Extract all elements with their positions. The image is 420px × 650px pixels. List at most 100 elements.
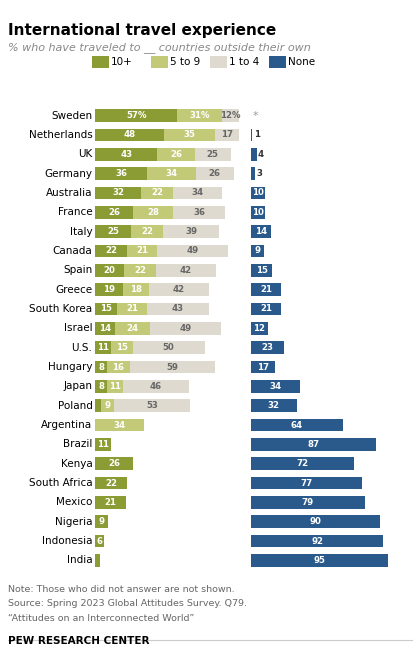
Bar [95, 438, 111, 450]
Text: Greece: Greece [55, 285, 92, 294]
Bar [149, 283, 209, 296]
Text: 36: 36 [115, 169, 127, 178]
Bar [95, 226, 131, 238]
Bar [95, 129, 164, 141]
Bar [251, 187, 265, 200]
Text: 11: 11 [97, 440, 109, 449]
Text: Poland: Poland [58, 400, 92, 411]
Bar [251, 341, 284, 354]
Text: Argentina: Argentina [41, 420, 92, 430]
Text: 15: 15 [256, 266, 268, 275]
Bar [107, 380, 123, 393]
Bar [251, 515, 381, 528]
Bar [150, 322, 220, 335]
Text: 26: 26 [170, 150, 182, 159]
Text: 43: 43 [120, 150, 132, 159]
Text: France: France [58, 207, 92, 217]
Text: U.S.: U.S. [71, 343, 92, 353]
Bar [95, 515, 108, 528]
Text: None: None [288, 57, 315, 67]
Bar [95, 535, 104, 547]
Text: Sweden: Sweden [51, 111, 92, 121]
Bar [95, 341, 111, 354]
Bar [95, 303, 117, 315]
Text: 36: 36 [193, 208, 205, 217]
Bar [95, 380, 107, 393]
Bar [194, 148, 231, 161]
Text: 12: 12 [253, 324, 265, 333]
Text: 1 to 4: 1 to 4 [229, 57, 259, 67]
Bar [251, 148, 257, 161]
Text: 15: 15 [100, 304, 112, 313]
Text: India: India [67, 555, 92, 566]
Bar [95, 458, 133, 470]
Text: 9: 9 [105, 401, 110, 410]
Text: 21: 21 [126, 304, 138, 313]
Text: Australia: Australia [46, 188, 92, 198]
Bar [95, 109, 177, 122]
Text: 77: 77 [300, 478, 312, 488]
Bar [95, 322, 116, 335]
Text: 9: 9 [254, 246, 260, 255]
Bar [157, 148, 194, 161]
Bar [251, 129, 252, 141]
Bar [251, 380, 300, 393]
Bar [147, 303, 209, 315]
Text: Indonesia: Indonesia [42, 536, 92, 546]
Text: 3: 3 [257, 169, 262, 178]
Bar [95, 244, 127, 257]
Text: International travel experience: International travel experience [8, 23, 277, 38]
Bar [116, 322, 150, 335]
Text: 8: 8 [98, 363, 104, 372]
Bar [95, 496, 126, 509]
Text: Brazil: Brazil [63, 439, 92, 449]
Bar [251, 226, 271, 238]
Bar [95, 283, 123, 296]
Bar [133, 206, 173, 218]
Text: 34: 34 [114, 421, 126, 430]
Text: 21: 21 [105, 498, 116, 507]
Bar [117, 303, 147, 315]
Text: 95: 95 [313, 556, 325, 565]
Bar [147, 167, 196, 180]
Text: 17: 17 [257, 363, 269, 372]
Text: 18: 18 [130, 285, 142, 294]
Text: 9: 9 [99, 517, 105, 526]
Text: 22: 22 [151, 188, 163, 198]
Bar [251, 496, 365, 509]
Bar [251, 264, 273, 277]
Text: 49: 49 [186, 246, 199, 255]
Text: Netherlands: Netherlands [29, 130, 92, 140]
Bar [251, 535, 383, 547]
Bar [95, 476, 127, 489]
Text: 87: 87 [307, 440, 320, 449]
Text: 35: 35 [184, 131, 196, 140]
Text: 10: 10 [252, 208, 264, 217]
Text: 34: 34 [165, 169, 178, 178]
Text: 22: 22 [141, 227, 153, 236]
Text: 43: 43 [172, 304, 184, 313]
Text: 28: 28 [147, 208, 159, 217]
Text: 26: 26 [108, 459, 120, 468]
Text: 11: 11 [97, 343, 109, 352]
Text: 42: 42 [173, 285, 185, 294]
Text: 22: 22 [105, 478, 117, 488]
Text: PEW RESEARCH CENTER: PEW RESEARCH CENTER [8, 636, 150, 645]
Text: 22: 22 [105, 246, 117, 255]
Text: 14: 14 [255, 227, 267, 236]
Bar [131, 226, 163, 238]
Bar [95, 187, 142, 200]
Text: 50: 50 [163, 343, 175, 352]
Bar [95, 399, 101, 412]
Text: Note: Those who did not answer are not shown.: Note: Those who did not answer are not s… [8, 585, 235, 594]
Text: 39: 39 [185, 227, 197, 236]
Text: Kenya: Kenya [60, 459, 92, 469]
Text: Japan: Japan [63, 382, 92, 391]
Text: 21: 21 [260, 285, 272, 294]
Text: 21: 21 [260, 304, 272, 313]
Text: Canada: Canada [52, 246, 92, 256]
Text: 59: 59 [166, 363, 178, 372]
Text: 72: 72 [297, 459, 309, 468]
Text: Hungary: Hungary [48, 362, 92, 372]
Bar [156, 264, 216, 277]
